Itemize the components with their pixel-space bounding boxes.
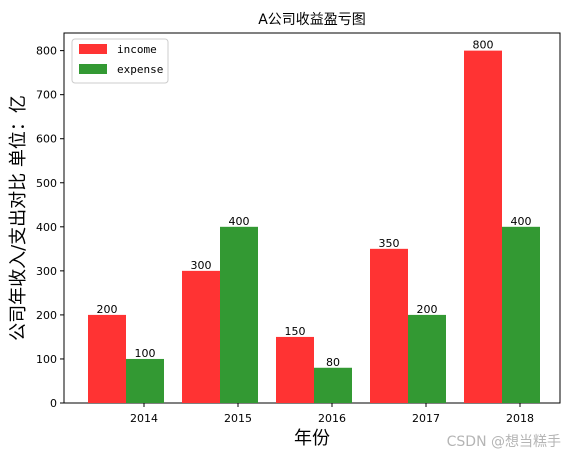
x-tick-label: 2014 [130, 412, 158, 425]
x-tick-label: 2017 [412, 412, 440, 425]
bar-income-2016 [276, 336, 314, 403]
bar-income-2018 [464, 50, 502, 403]
bars [88, 50, 540, 403]
bar-expense-2014 [126, 358, 164, 403]
x-tick-label: 2016 [318, 412, 346, 425]
data-label: 350 [379, 237, 400, 250]
bar-income-2014 [88, 314, 126, 403]
data-label: 300 [191, 259, 212, 272]
legend-label-expense: expense [117, 63, 163, 76]
y-tick-label: 800 [36, 45, 57, 58]
y-tick-label: 500 [36, 177, 57, 190]
data-label: 150 [285, 325, 306, 338]
data-labels: 200 300 150 350 800 100 400 80 200 400 [97, 39, 532, 369]
data-label: 400 [511, 215, 532, 228]
y-axis-label: 公司年收入/支出对比 单位：亿 [8, 95, 29, 341]
bar-income-2017 [370, 248, 408, 403]
bar-income-2015 [182, 270, 220, 403]
x-tick-label: 2018 [506, 412, 534, 425]
y-tick-label: 300 [36, 265, 57, 278]
bar-expense-2018 [502, 226, 540, 403]
y-axis: 0 100 200 300 400 500 600 700 800 [36, 45, 64, 410]
data-label: 200 [97, 303, 118, 316]
data-label: 200 [417, 303, 438, 316]
data-label: 800 [473, 39, 494, 52]
legend-label-income: income [117, 43, 157, 56]
legend-swatch-income [79, 44, 107, 54]
x-tick-label: 2015 [224, 412, 252, 425]
x-axis: 2014 2015 2016 2017 2018 [130, 403, 534, 425]
legend: income expense [71, 38, 169, 84]
chart-title: A公司收益盈亏图 [258, 12, 366, 28]
data-label: 80 [326, 356, 340, 369]
bar-expense-2016 [314, 367, 352, 403]
y-tick-label: 400 [36, 221, 57, 234]
legend-swatch-expense [79, 64, 107, 74]
data-label: 400 [229, 215, 250, 228]
watermark: CSDN @想当糕手 [446, 434, 561, 450]
y-tick-label: 700 [36, 89, 57, 102]
x-axis-label: 年份 [294, 428, 330, 449]
bar-expense-2015 [220, 226, 258, 403]
y-tick-label: 600 [36, 133, 57, 146]
y-tick-label: 200 [36, 309, 57, 322]
y-tick-label: 0 [50, 397, 57, 410]
bar-expense-2017 [408, 314, 446, 403]
data-label: 100 [135, 347, 156, 360]
y-tick-label: 100 [36, 353, 57, 366]
